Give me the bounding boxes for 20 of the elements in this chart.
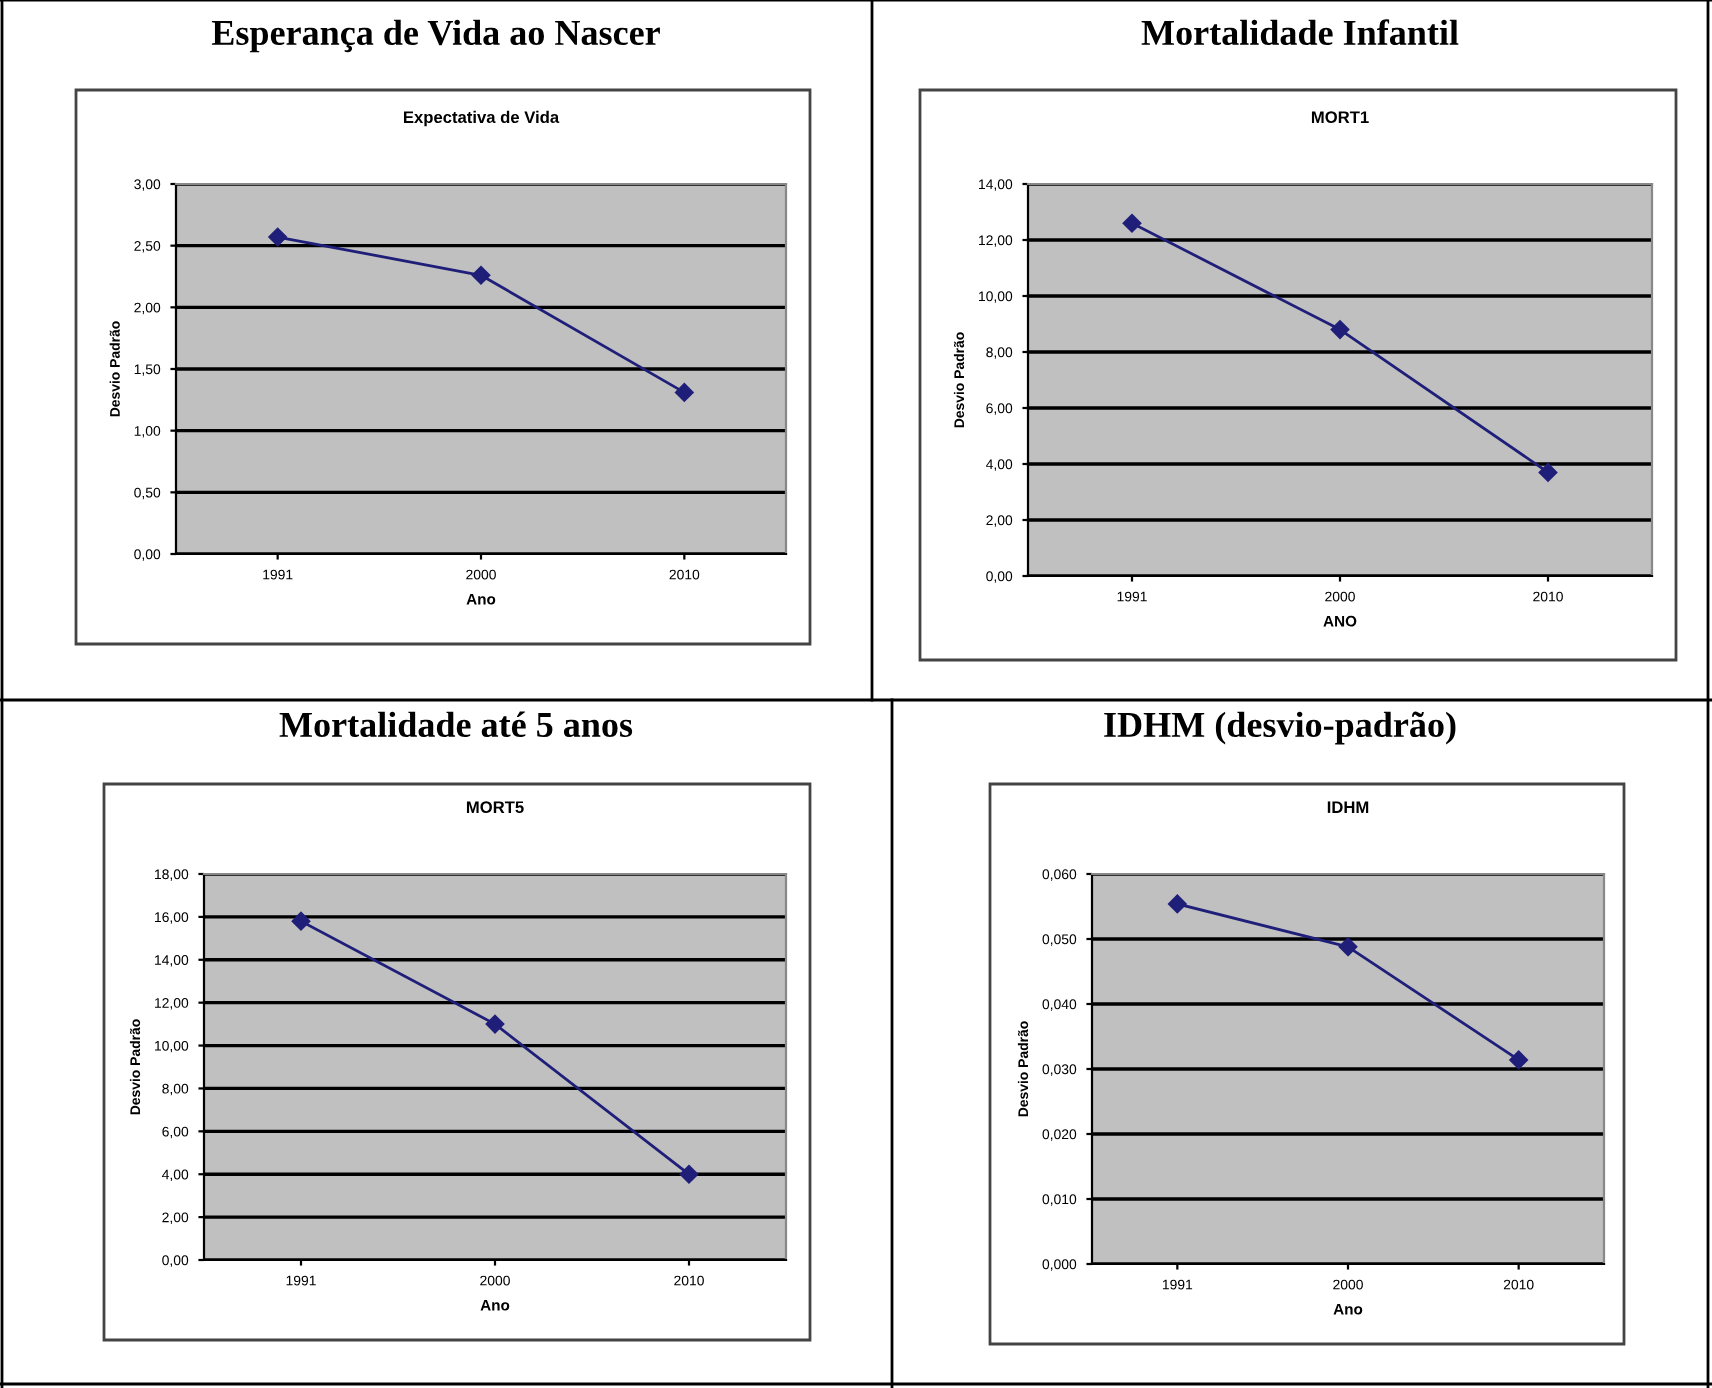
chart-title: Mortalidade até 5 anos [279,711,633,738]
point [268,227,287,247]
chart-title: IDHM (desvio-padrão) [1104,711,1456,745]
point [291,911,311,931]
point [1168,894,1187,914]
point [1122,213,1142,233]
chart-title: Esperança de Vida ao Nascer [211,19,660,53]
point [1538,463,1558,482]
point [1338,937,1358,957]
point [1330,320,1350,339]
chart-subtitle: MORT1 [1311,111,1369,124]
chart-subtitle: MORT5 [466,801,524,814]
point [675,383,694,402]
point [1509,1050,1528,1070]
point [471,266,491,285]
chart-subtitle: Expectativa de Vida [403,110,560,127]
point [485,1014,505,1034]
point [679,1164,699,1184]
chart-subtitle: IDHM [1327,801,1369,813]
chart-title: Mortalidade Infantil [1141,19,1459,46]
